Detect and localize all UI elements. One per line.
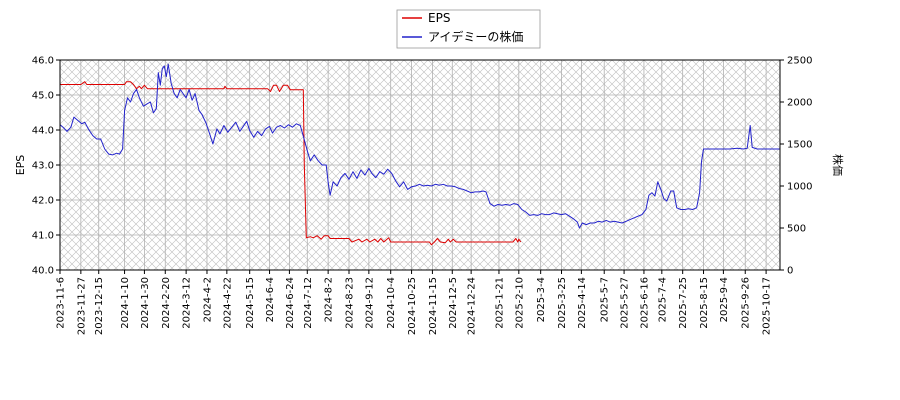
- x-tick-label: 2025-3-4: [536, 277, 547, 322]
- x-tick-label: 2024-12-5: [448, 277, 459, 329]
- x-tick-label: 2025-5-7: [600, 277, 611, 322]
- x-tick-label: 2025-5-27: [620, 277, 631, 329]
- x-tick-label: 2024-10-4: [386, 277, 397, 329]
- x-tick-label: 2024-9-12: [364, 277, 375, 329]
- x-tick-label: 2024-8-23: [344, 277, 355, 329]
- x-tick-label: 2025-7-4: [657, 277, 668, 322]
- x-tick-label: 2023-11-27: [76, 277, 87, 335]
- legend-box: [396, 9, 541, 49]
- left-tick-label: 44.0: [32, 126, 54, 137]
- stock-price-series-line: [60, 63, 780, 229]
- x-tick-label: 2024-3-12: [182, 277, 193, 329]
- right-axis-label: 株価: [831, 154, 845, 176]
- right-tick-label: 2000: [787, 98, 812, 109]
- x-tick-label: 2024-7-12: [303, 277, 314, 329]
- x-tick-label: 2025-10-17: [762, 277, 773, 335]
- right-tick-label: 1500: [787, 140, 812, 151]
- x-tick-label: 2024-2-20: [161, 277, 172, 329]
- left-axis-label: EPS: [14, 155, 27, 176]
- x-tick-label: 2025-4-14: [577, 277, 588, 329]
- x-tick-label: 2024-10-25: [407, 277, 418, 335]
- right-tick-label: 500: [787, 224, 806, 235]
- x-tick-label: 2025-9-26: [741, 277, 752, 329]
- legend-eps-label: EPS: [428, 11, 450, 25]
- x-tick-label: 2025-2-10: [514, 277, 525, 329]
- series-lines: [60, 63, 780, 246]
- left-tick-label: 41.0: [32, 231, 54, 242]
- x-tick-label: 2024-11-15: [428, 277, 439, 335]
- x-tick-label: 2024-4-22: [222, 277, 233, 329]
- x-tick-label: 2025-1-21: [494, 277, 505, 329]
- left-axis-ticks: 40.0 41.0 42.0 43.0 44.0 45.0 46.0: [32, 56, 60, 277]
- x-tick-label: 2024-8-2: [324, 277, 335, 322]
- x-tick-label: 2024-1-30: [140, 277, 151, 329]
- right-tick-label: 0: [787, 266, 793, 277]
- x-tick-label: 2024-4-2: [202, 277, 213, 322]
- x-tick-label: 2025-7-25: [678, 277, 689, 329]
- eps-series-line: [60, 81, 522, 246]
- left-tick-label: 46.0: [32, 56, 54, 67]
- x-tick-label: 2024-1-10: [120, 277, 131, 329]
- legend: EPS アイデミーの株価: [396, 9, 541, 49]
- x-tick-label: 2024-5-15: [245, 277, 256, 329]
- x-tick-label: 2024-12-24: [467, 277, 478, 335]
- right-axis-ticks: 0 500 1000 1500 2000 2500: [780, 56, 812, 277]
- x-tick-label: 2023-12-15: [94, 277, 105, 335]
- x-axis-ticks: 2023-11-6 2023-11-27 2023-12-15 2024-1-10 20…: [56, 270, 773, 335]
- legend-price-label: アイデミーの株価: [428, 29, 523, 44]
- right-tick-label: 2500: [787, 56, 812, 67]
- x-tick-label: 2024-6-4: [265, 277, 276, 322]
- left-tick-label: 40.0: [32, 266, 54, 277]
- x-tick-label: 2025-6-16: [639, 277, 650, 329]
- left-tick-label: 43.0: [32, 161, 54, 172]
- right-tick-label: 1000: [787, 182, 812, 193]
- x-tick-label: 2024-6-24: [285, 277, 296, 329]
- left-tick-label: 42.0: [32, 196, 54, 207]
- x-tick-label: 2025-9-4: [719, 277, 730, 322]
- left-tick-label: 45.0: [32, 91, 54, 102]
- x-tick-label: 2025-8-15: [699, 277, 710, 329]
- x-tick-label: 2023-11-6: [56, 277, 67, 329]
- x-tick-label: 2025-3-25: [557, 277, 568, 329]
